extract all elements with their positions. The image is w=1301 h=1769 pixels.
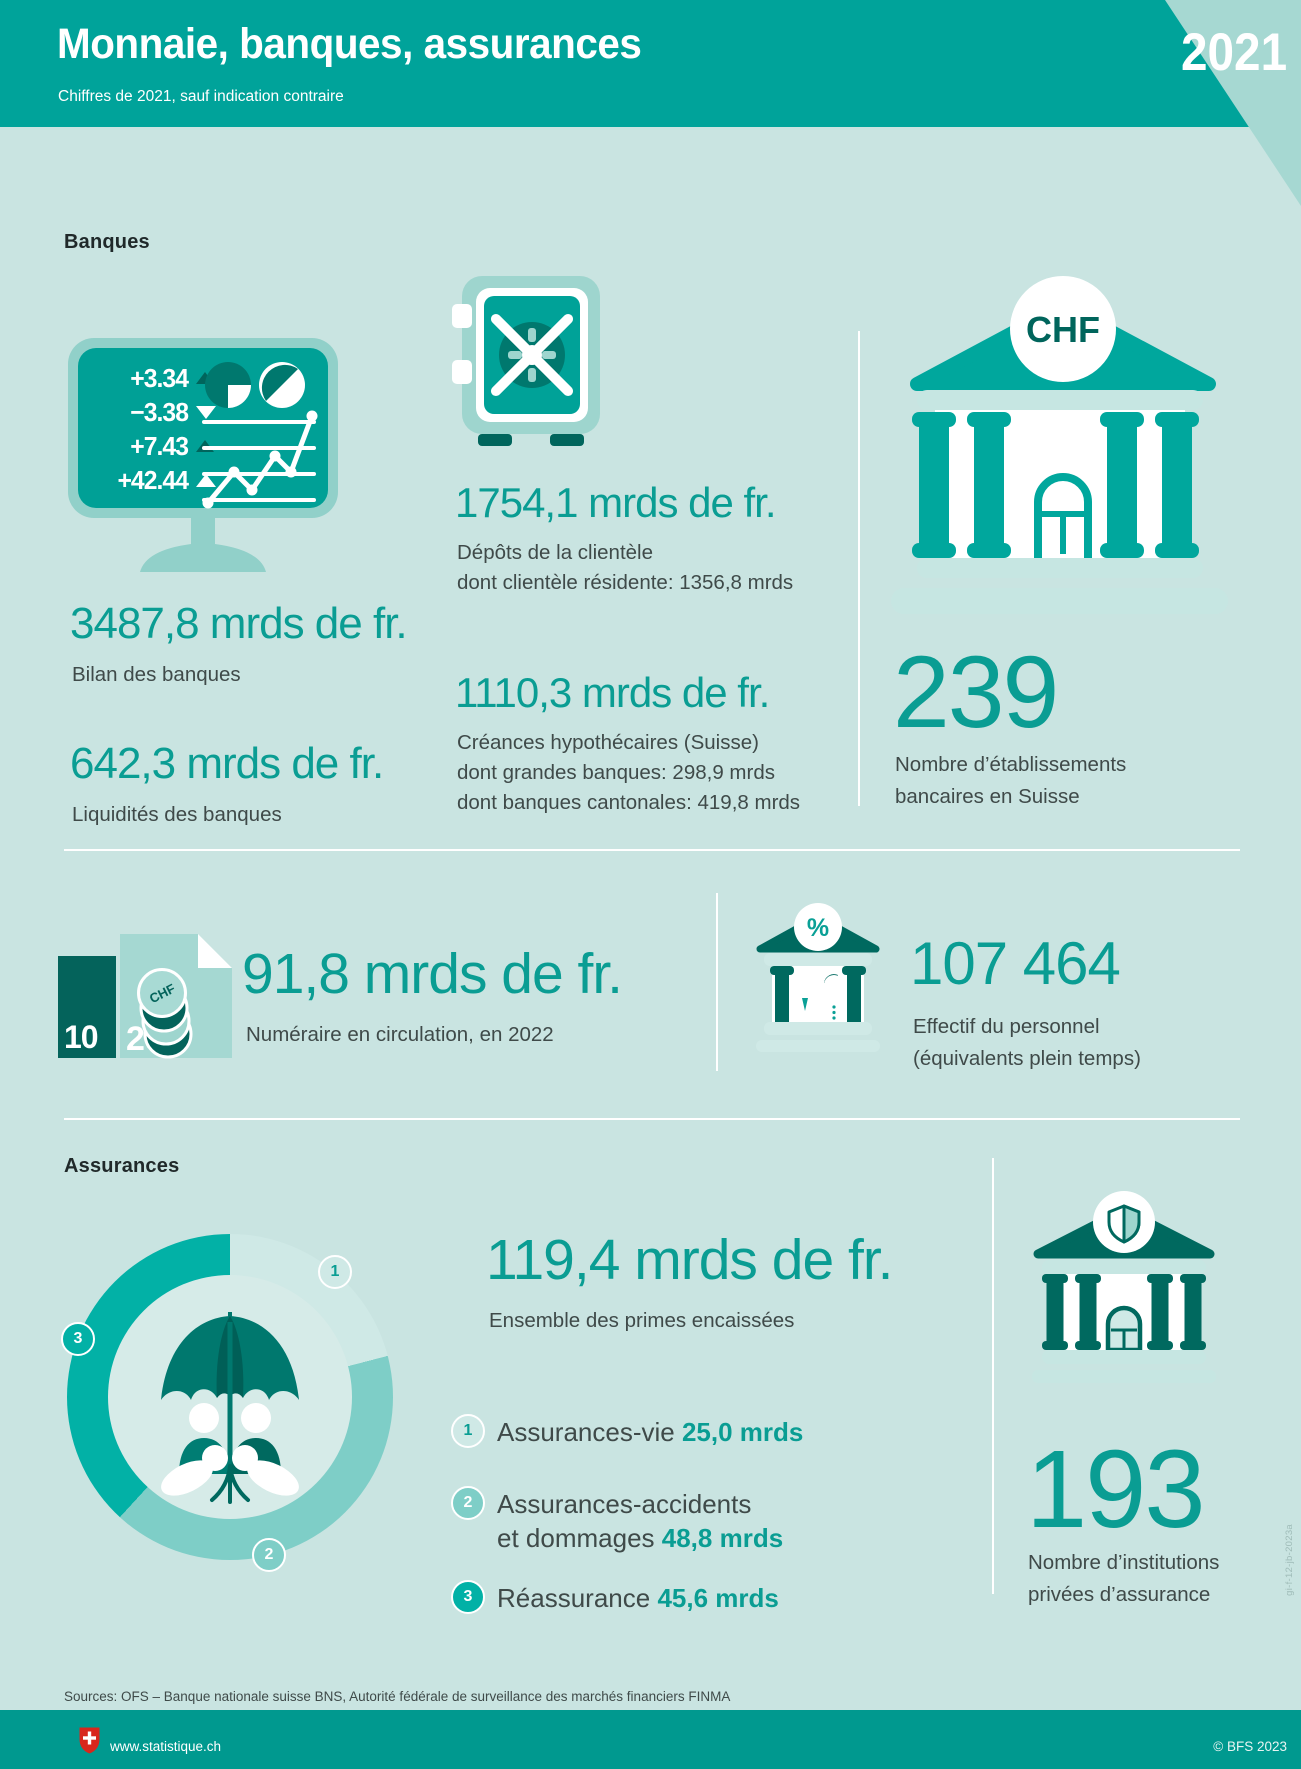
ticker-value: +42.44 — [117, 464, 188, 495]
stat-value-liquidites: 642,3 mrds de fr. — [70, 739, 384, 788]
legend-text: Assurances-accidents et dommages 48,8 mr… — [497, 1487, 783, 1555]
banknotes-coins-icon: 10 20 CHF — [58, 934, 232, 1059]
legend-badge: 3 — [451, 1580, 485, 1614]
stat-label-etablissements-2: bancaires en Suisse — [895, 785, 1080, 808]
stat-label-primes: Ensemble des primes encaissées — [489, 1309, 795, 1332]
stat-value-primes: 119,4 mrds de fr. — [486, 1228, 893, 1292]
donut-segment-label: 1 — [318, 1255, 352, 1289]
ticker-value: +3.34 — [130, 362, 189, 393]
vertical-divider — [716, 893, 718, 1071]
horizontal-divider — [64, 849, 1240, 851]
ticker-value: +7.43 — [130, 430, 189, 461]
percent-badge-text: % — [807, 914, 829, 942]
donut-chart: 1 2 3 — [61, 1234, 393, 1572]
year-badge: 2021 — [1181, 23, 1288, 82]
ticker-rows: +3.34 −3.38 +7.43 +42.44 — [90, 361, 216, 497]
stat-value-creances: 1110,3 mrds de fr. — [455, 669, 770, 716]
chf-badge-text: CHF — [1026, 309, 1100, 350]
footer-bar — [0, 1710, 1301, 1769]
bank-building-chf-icon: CHF — [891, 276, 1228, 614]
stat-label-depots: Dépôts de la clientèle — [457, 541, 654, 564]
statistique-link[interactable]: www.statistique.ch — [110, 1739, 222, 1754]
ticker-row: +42.44 — [90, 463, 216, 497]
insurance-building-icon — [1032, 1191, 1216, 1383]
ticker-row: +7.43 — [90, 429, 216, 463]
legend-value: 48,8 mrds — [661, 1523, 784, 1553]
stat-label-personnel-1: Effectif du personnel — [913, 1015, 1100, 1038]
monitor-stand — [140, 516, 266, 572]
donut-segment-label: 2 — [252, 1538, 286, 1572]
page-subtitle: Chiffres de 2021, sauf indication contra… — [58, 88, 344, 105]
figure-reference-caption: gi-f-12-jb-2023a — [1284, 1524, 1295, 1596]
swiss-flag-icon — [79, 1727, 100, 1754]
legend-label: Assurances-vie — [497, 1417, 675, 1447]
stock-monitor-icon: +3.34 −3.38 +7.43 +42.44 — [68, 338, 338, 600]
stat-label-institutions-2: privées d’assurance — [1028, 1583, 1211, 1606]
bank-staff-percent-icon: % — [756, 903, 880, 1052]
horizontal-divider — [64, 1118, 1240, 1120]
copyright: © BFS 2023 — [1213, 1739, 1287, 1754]
section-label-banques: Banques — [64, 231, 150, 253]
legend-label: Assurances-accidents — [497, 1489, 752, 1519]
stat-sublabel-creances-2: dont banques cantonales: 419,8 mrds — [457, 791, 801, 814]
vertical-divider — [992, 1158, 994, 1594]
legend-label: Réassurance — [497, 1583, 651, 1613]
page-title: Monnaie, banques, assurances — [57, 20, 642, 68]
arrow-down-icon — [196, 405, 216, 419]
legend-badge: 1 — [451, 1414, 485, 1448]
sources-note: Sources: OFS – Banque nationale suisse B… — [64, 1689, 731, 1704]
stat-label-etablissements-1: Nombre d’établissements — [895, 753, 1127, 776]
safe-icon — [452, 276, 600, 446]
family-protection-icon — [161, 1312, 299, 1504]
stat-label-bilan: Bilan des banques — [72, 663, 241, 686]
arrow-up-icon — [196, 473, 216, 487]
stat-label-numeraire: Numéraire en circulation, en 2022 — [246, 1023, 554, 1046]
ticker-value: −3.38 — [130, 396, 189, 427]
mini-charts-icon — [202, 362, 318, 509]
legend-text: Assurances-vie 25,0 mrds — [497, 1415, 803, 1449]
ticker-row: −3.38 — [90, 395, 216, 429]
stat-sublabel-depots: dont clientèle résidente: 1356,8 mrds — [457, 571, 794, 594]
stat-label-creances: Créances hypothécaires (Suisse) — [457, 731, 759, 754]
header-band — [0, 0, 1301, 127]
monitor-screen: +3.34 −3.38 +7.43 +42.44 — [78, 348, 328, 509]
monitor-frame: +3.34 −3.38 +7.43 +42.44 — [68, 338, 338, 518]
note-10-text: 10 — [64, 1019, 98, 1055]
stat-value-bilan: 3487,8 mrds de fr. — [70, 599, 408, 648]
stat-value-etablissements: 239 — [893, 635, 1059, 749]
stat-value-institutions: 193 — [1026, 1428, 1206, 1551]
vertical-divider — [858, 331, 860, 806]
stat-label-personnel-2: (équivalents plein temps) — [913, 1047, 1141, 1070]
stat-label-liquidites: Liquidités des banques — [72, 803, 282, 826]
legend-text: Réassurance 45,6 mrds — [497, 1581, 779, 1615]
legend-badge: 2 — [451, 1486, 485, 1520]
stat-value-personnel: 107 464 — [910, 930, 1121, 997]
stat-value-depots: 1754,1 mrds de fr. — [455, 479, 777, 526]
donut-segment-label: 3 — [61, 1322, 95, 1356]
legend-value: 25,0 mrds — [681, 1417, 804, 1447]
stat-label-institutions-1: Nombre d’institutions — [1028, 1551, 1220, 1574]
stat-value-numeraire: 91,8 mrds de fr. — [242, 942, 623, 1006]
ticker-row: +3.34 — [90, 361, 216, 395]
legend-value: 45,6 mrds — [657, 1583, 779, 1613]
stat-sublabel-creances-1: dont grandes banques: 298,9 mrds — [457, 761, 775, 784]
section-label-assurances: Assurances — [64, 1155, 180, 1177]
legend-label: et dommages — [497, 1523, 655, 1553]
shield-icon — [1107, 1204, 1141, 1244]
